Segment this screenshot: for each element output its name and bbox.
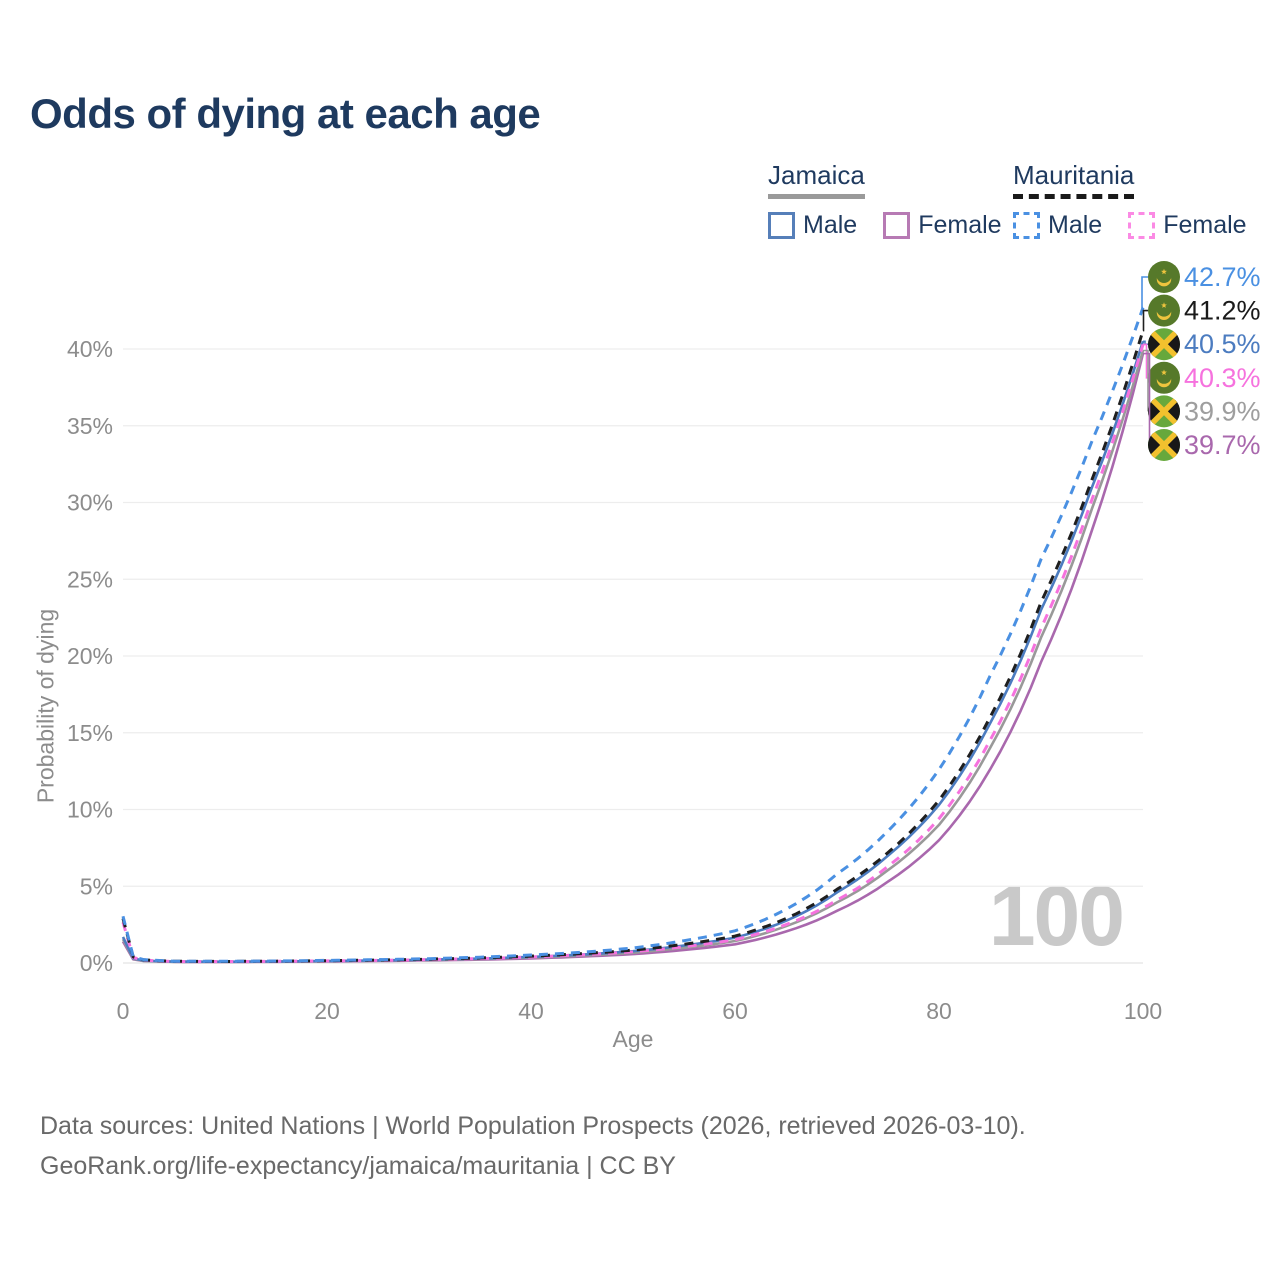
label-leader-line bbox=[1141, 276, 1148, 309]
mauritania-dashed-line-sample bbox=[1013, 194, 1135, 199]
x-tick-label: 100 bbox=[1124, 998, 1162, 1024]
end-value-label-mauritania-both-sexes: 41.2% bbox=[1184, 296, 1261, 326]
y-tick-label: 0% bbox=[80, 950, 113, 976]
legend-country-label: Jamaica bbox=[768, 160, 865, 190]
legend-item-label: Male bbox=[1048, 211, 1103, 239]
legend-item-mauritania-female[interactable]: Female bbox=[1128, 211, 1247, 240]
x-tick-label: 80 bbox=[926, 998, 952, 1024]
legend-country-jamaica: Jamaica bbox=[768, 160, 865, 203]
series-line-jamaica-male bbox=[121, 340, 1145, 963]
y-tick-label: 5% bbox=[80, 873, 113, 899]
legend-item-jamaica-male[interactable]: Male bbox=[768, 211, 857, 240]
legend-item-jamaica-female[interactable]: Female bbox=[883, 211, 1002, 240]
footer-data-sources: Data sources: United Nations | World Pop… bbox=[40, 1112, 1026, 1140]
legend-group-mauritania: Mauritania Male Female bbox=[1013, 160, 1247, 240]
end-value-label-jamaica-both-sexes: 39.9% bbox=[1184, 396, 1261, 426]
legend-swatch bbox=[768, 212, 795, 239]
x-axis-title: Age bbox=[612, 1026, 654, 1052]
x-tick-label: 20 bbox=[314, 998, 340, 1024]
legend-group-jamaica: Jamaica Male Female bbox=[768, 160, 1002, 240]
jamaica-flag-icon bbox=[1148, 429, 1180, 461]
y-tick-label: 10% bbox=[67, 797, 113, 823]
y-tick-label: 35% bbox=[67, 413, 113, 439]
jamaica-solid-line-sample bbox=[768, 194, 865, 199]
footer: Data sources: United Nations | World Pop… bbox=[40, 1106, 1026, 1186]
legend-country-label: Mauritania bbox=[1013, 160, 1135, 190]
legend-item-label: Male bbox=[803, 211, 858, 239]
x-tick-label: 40 bbox=[518, 998, 544, 1024]
end-value-label-mauritania-male: 42.7% bbox=[1184, 262, 1261, 292]
y-tick-label: 30% bbox=[67, 490, 113, 516]
legend-item-mauritania-male[interactable]: Male bbox=[1013, 211, 1102, 240]
x-tick-label: 0 bbox=[117, 998, 130, 1024]
y-tick-label: 15% bbox=[67, 720, 113, 746]
page-title: Odds of dying at each age bbox=[30, 90, 541, 137]
legend-row-mauritania: Male Female bbox=[1013, 211, 1247, 240]
legend-row-jamaica: Male Female bbox=[768, 211, 1002, 240]
label-leader-line bbox=[1143, 349, 1149, 412]
mauritania-flag-icon bbox=[1148, 361, 1180, 394]
series-line-mauritania-male bbox=[121, 307, 1145, 963]
label-leader-line bbox=[1142, 309, 1148, 332]
jamaica-flag-icon bbox=[1148, 395, 1180, 428]
legend-swatch bbox=[1128, 212, 1156, 239]
series-line-jamaica-female bbox=[121, 353, 1145, 964]
footer-attribution: GeoRank.org/life-expectancy/jamaica/maur… bbox=[40, 1152, 676, 1180]
series-line-mauritania-female bbox=[121, 343, 1145, 963]
end-value-label-jamaica-male: 40.5% bbox=[1184, 329, 1261, 359]
series-line-mauritania-both-sexes bbox=[121, 330, 1145, 963]
y-tick-label: 25% bbox=[67, 566, 113, 592]
y-tick-label: 20% bbox=[67, 643, 113, 669]
y-tick-label: 40% bbox=[67, 336, 113, 362]
legend-swatch bbox=[883, 212, 911, 239]
jamaica-flag-icon bbox=[1148, 328, 1180, 361]
legend-country-mauritania: Mauritania bbox=[1013, 160, 1135, 203]
y-axis-title: Probability of dying bbox=[32, 608, 59, 804]
mauritania-flag-icon bbox=[1148, 261, 1180, 293]
legend-swatch bbox=[1013, 212, 1040, 239]
x-tick-label: 60 bbox=[722, 998, 748, 1024]
legend-item-label: Female bbox=[1163, 211, 1247, 239]
end-value-label-jamaica-female: 39.7% bbox=[1184, 430, 1261, 460]
age-watermark: 100 bbox=[988, 869, 1125, 963]
legend-item-label: Female bbox=[918, 211, 1002, 239]
mauritania-flag-icon bbox=[1148, 294, 1180, 327]
end-value-label-mauritania-female: 40.3% bbox=[1184, 363, 1261, 393]
